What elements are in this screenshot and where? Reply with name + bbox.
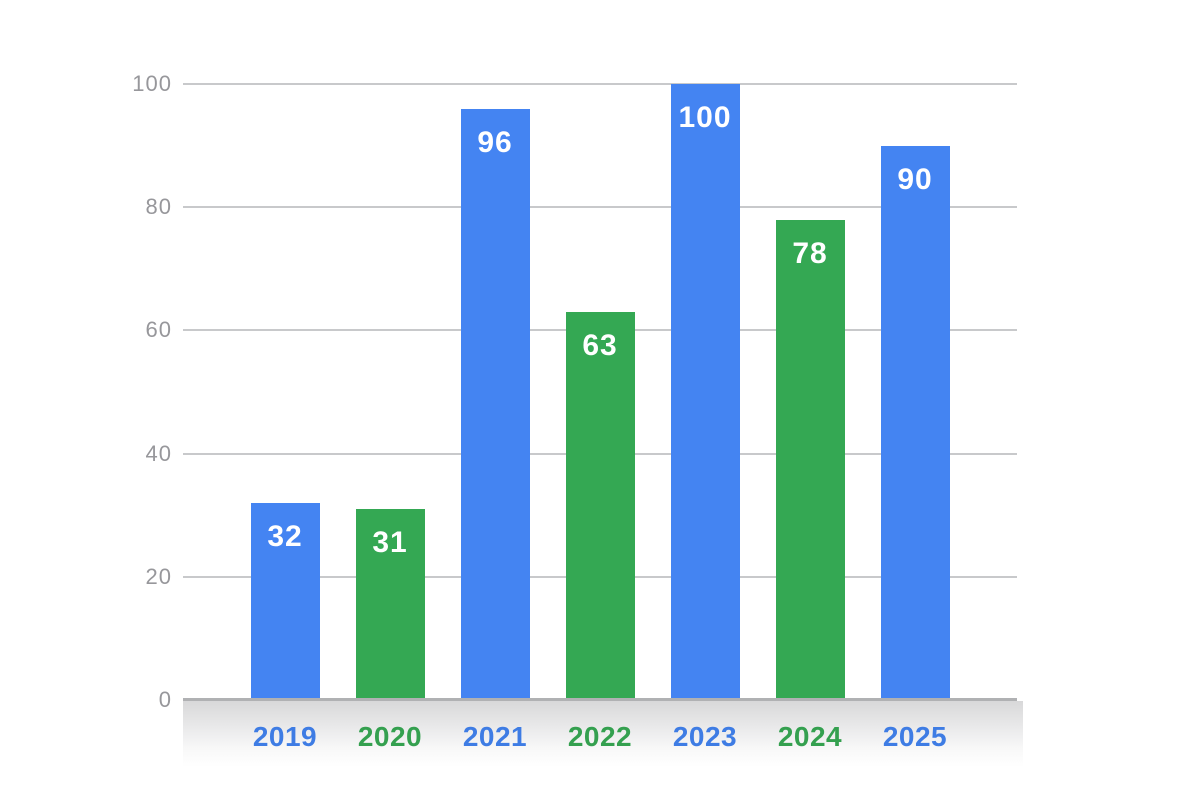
y-axis-labels: 0 20 40 60 80 100 [80,71,172,712]
bar-2025: 90 [880,145,950,700]
bar-2019: 32 [250,502,320,700]
x-tick-label-2022: 2022 [567,721,633,752]
bar-2021: 96 [460,108,530,700]
y-tick-label-100: 100 [132,71,172,96]
bar-value-label: 100 [678,101,732,134]
y-tick-label-20: 20 [145,563,172,589]
baseline-gradient [183,701,1023,767]
plot-area: 32 31 96 63 100 78 90 [183,83,1017,701]
bar-2023: 100 [670,84,740,700]
gridline-100 [183,83,1017,85]
bar-value-label: 78 [792,236,828,270]
bar-value-label: 63 [582,328,618,362]
x-tick-label-2023: 2023 [672,721,738,752]
bar-value-label: 31 [372,526,408,560]
bar-2022: 63 [565,311,635,700]
y-tick-label-0: 0 [158,687,172,712]
y-tick-label-60: 60 [145,317,172,343]
bar-2024: 78 [775,219,845,700]
bar-value-label: 90 [897,162,933,196]
x-tick-label-2025: 2025 [882,721,948,752]
y-tick-label-40: 40 [145,440,172,466]
x-tick-label-2021: 2021 [462,721,528,752]
gridline-80 [183,206,1017,209]
x-tick-label-2020: 2020 [357,721,423,752]
y-tick-label-80: 80 [145,194,172,220]
x-tick-label-2019: 2019 [252,721,318,752]
bar-value-label: 32 [267,519,303,553]
bar-2020: 31 [355,509,425,700]
bar-value-label: 96 [477,125,513,159]
x-axis-line [183,698,1017,701]
x-axis-labels: 2019 2020 2021 2022 2023 2024 2025 [183,718,1017,756]
bars-layer: 32 31 96 63 100 78 90 [183,84,1017,700]
x-tick-label-2024: 2024 [777,721,843,752]
